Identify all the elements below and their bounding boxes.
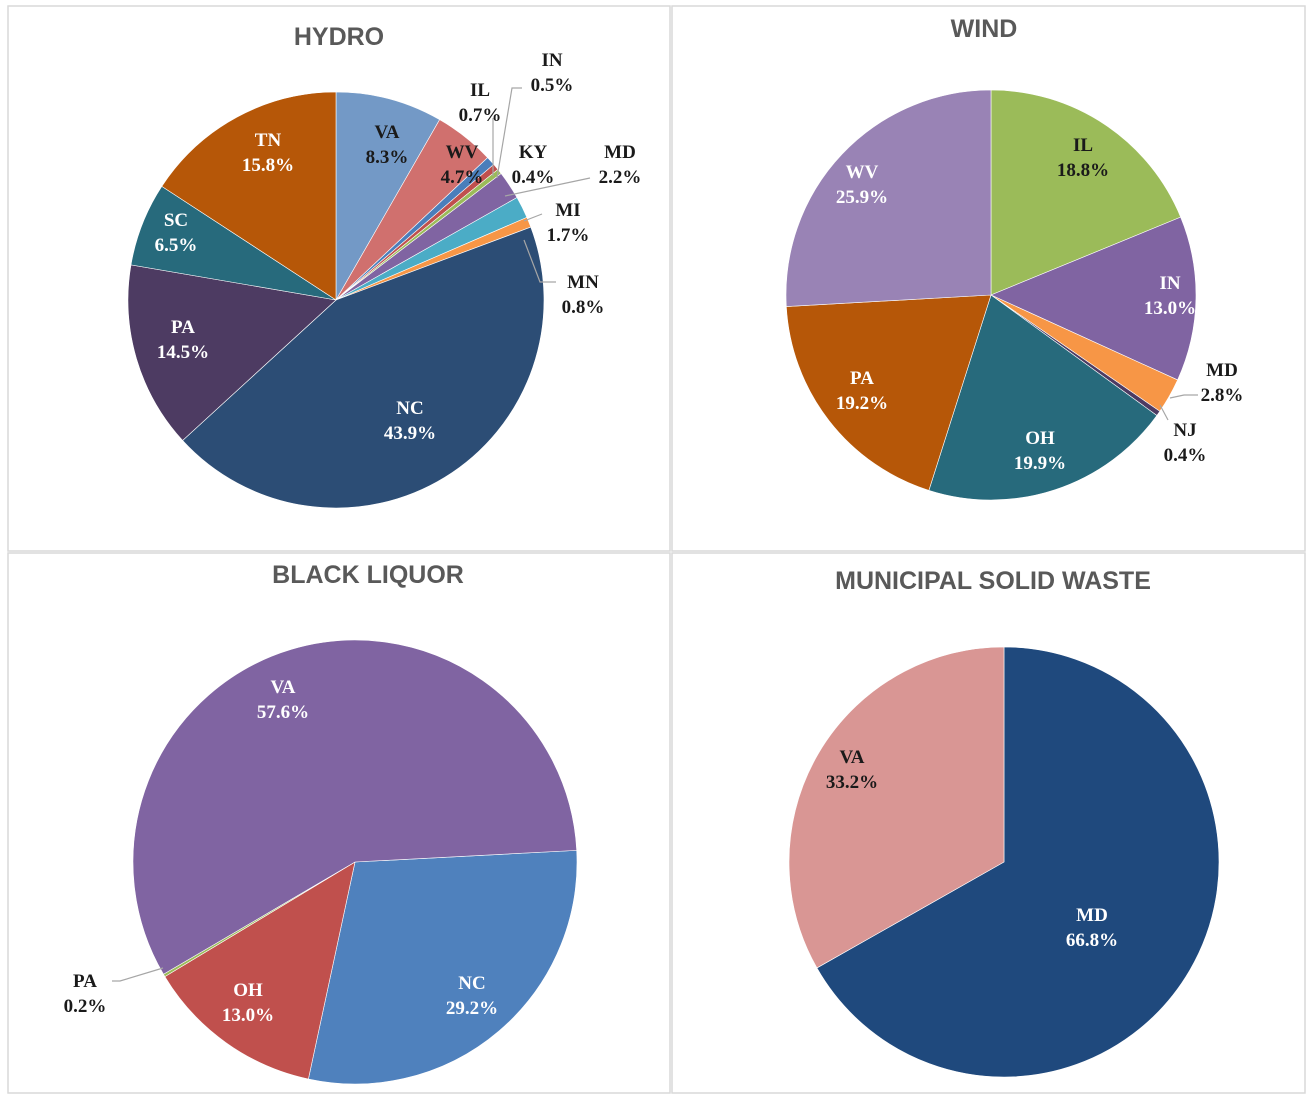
- slice-value: 43.9%: [384, 423, 436, 444]
- slice-label: NJ: [1173, 420, 1196, 441]
- slice-value: 33.2%: [826, 772, 878, 793]
- slice-value: 0.4%: [512, 167, 555, 188]
- slice-value: 4.7%: [441, 167, 484, 188]
- slice-label: NC: [458, 973, 485, 994]
- leader-line: [1159, 404, 1169, 421]
- slice-value: 0.4%: [1164, 445, 1207, 466]
- pie-slice: [127, 264, 337, 441]
- slice-value: 0.5%: [531, 75, 574, 96]
- pie-slice: [132, 639, 578, 975]
- slice-label: OH: [1025, 428, 1055, 449]
- slice-value: 1.7%: [547, 225, 590, 246]
- slice-value: 0.7%: [459, 105, 502, 126]
- slice-value: 57.6%: [257, 702, 309, 723]
- slice-label: IN: [1159, 273, 1180, 294]
- slice-label: IL: [1073, 135, 1093, 156]
- slice-label: SC: [164, 210, 188, 231]
- leader-line: [523, 239, 556, 283]
- pie-slice: [785, 89, 992, 307]
- chart-title: MUNICIPAL SOLID WASTE: [835, 567, 1151, 595]
- slice-label: MN: [567, 272, 599, 293]
- slice-value: 19.9%: [1014, 453, 1066, 474]
- pie-slice: [990, 216, 1197, 381]
- pie-slice: [308, 850, 578, 1085]
- panel: [671, 552, 1306, 1094]
- slice-value: 6.5%: [155, 235, 198, 256]
- slice-label: MI: [555, 200, 580, 221]
- chart-title: BLACK LIQUOR: [272, 561, 464, 589]
- slice-label: MD: [1206, 360, 1238, 381]
- slice-label: VA: [840, 747, 865, 768]
- slice-value: 66.8%: [1066, 930, 1118, 951]
- pie-slice: [786, 294, 992, 491]
- pie-slice: [928, 294, 1158, 501]
- slice-label: WV: [846, 162, 879, 183]
- slice-label: MD: [1076, 905, 1108, 926]
- pie-slice: [182, 226, 545, 509]
- slice-value: 13.0%: [222, 1005, 274, 1026]
- slice-label: MD: [604, 142, 636, 163]
- slice-value: 0.2%: [64, 996, 107, 1017]
- pie-slice: [164, 861, 356, 1080]
- slice-value: 25.9%: [836, 187, 888, 208]
- slice-value: 29.2%: [446, 998, 498, 1019]
- slice-label: IN: [541, 50, 562, 71]
- slice-label: OH: [233, 980, 263, 1001]
- leader-line: [504, 177, 591, 197]
- panel: [671, 5, 1306, 552]
- slice-label: VA: [375, 122, 400, 143]
- pie-slice: [335, 91, 441, 302]
- panel: [7, 5, 671, 552]
- leader-line: [523, 213, 543, 222]
- pie-slice: [788, 646, 1005, 969]
- slice-value: 2.2%: [599, 167, 642, 188]
- leader-line: [496, 87, 522, 179]
- slice-value: 15.8%: [242, 155, 294, 176]
- slice-value: 8.3%: [366, 147, 409, 168]
- slice-label: PA: [73, 971, 97, 992]
- pie-slice: [161, 91, 337, 301]
- chart-title: HYDRO: [294, 23, 384, 51]
- leader-line: [112, 967, 164, 982]
- slice-label: IL: [470, 80, 490, 101]
- slice-label: PA: [850, 368, 874, 389]
- slice-label: TN: [255, 130, 282, 151]
- slice-label: KY: [519, 142, 548, 163]
- slice-label: PA: [171, 317, 195, 338]
- slice-label: VA: [271, 677, 296, 698]
- slice-value: 14.5%: [157, 342, 209, 363]
- slice-value: 13.0%: [1144, 298, 1196, 319]
- slice-value: 18.8%: [1057, 160, 1109, 181]
- panel: [7, 552, 671, 1094]
- slice-label: WV: [446, 142, 479, 163]
- leader-line: [1169, 394, 1198, 399]
- slice-value: 2.8%: [1201, 385, 1244, 406]
- slice-label: NC: [396, 398, 423, 419]
- pie-slice: [816, 646, 1220, 1078]
- chart-title: WIND: [951, 15, 1018, 43]
- slice-value: 19.2%: [836, 393, 888, 414]
- slice-value: 0.8%: [562, 297, 605, 318]
- pie-slice: [990, 89, 1182, 296]
